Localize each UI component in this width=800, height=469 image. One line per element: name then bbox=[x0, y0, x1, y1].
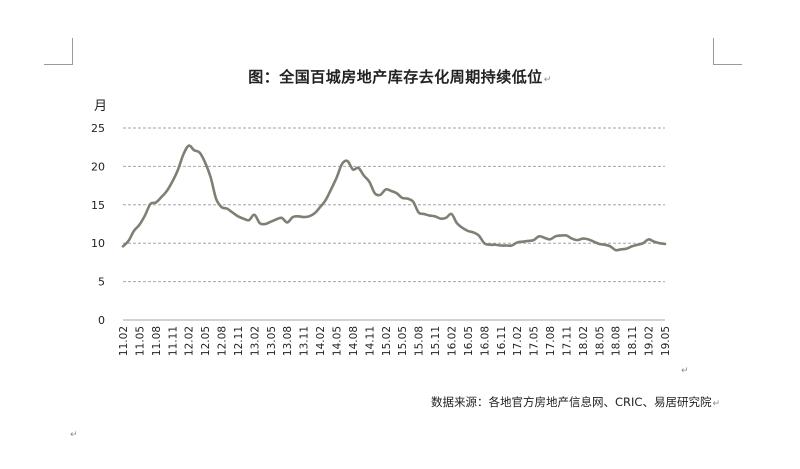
x-tick-label: 19.02 bbox=[644, 326, 656, 356]
x-tick-label: 18.11 bbox=[627, 326, 639, 356]
x-tick-label: 17.02 bbox=[512, 326, 524, 356]
x-tick-label: 11.11 bbox=[167, 326, 179, 356]
paragraph-mark: ↵ bbox=[681, 366, 689, 376]
x-tick-label: 17.08 bbox=[545, 326, 557, 356]
y-tick-label: 5 bbox=[98, 276, 105, 289]
x-tick-label: 14.05 bbox=[332, 326, 344, 356]
x-tick-label: 14.02 bbox=[315, 326, 327, 356]
x-tick-label: 16.02 bbox=[446, 326, 458, 356]
x-tick-label: 16.11 bbox=[496, 326, 508, 356]
x-tick-label: 15.11 bbox=[430, 326, 442, 356]
x-tick-label: 18.08 bbox=[611, 326, 623, 356]
x-tick-label: 12.08 bbox=[217, 326, 229, 356]
y-tick-label: 20 bbox=[91, 160, 105, 173]
y-tick-label: 10 bbox=[91, 237, 105, 250]
x-tick-labels: 11.02 11.05 11.08 11.11 12.02 12.05 12.08 12.11… bbox=[118, 326, 672, 356]
x-tick-label: 16.05 bbox=[463, 326, 475, 356]
x-tick-label: 12.05 bbox=[200, 326, 212, 356]
x-tick-label: 12.02 bbox=[184, 326, 196, 356]
x-tick-label: 18.02 bbox=[578, 326, 590, 356]
y-tick-labels: 0 5 10 15 20 25 bbox=[91, 122, 105, 327]
x-tick-label: 11.08 bbox=[151, 326, 163, 356]
paragraph-mark: ↵ bbox=[712, 399, 720, 409]
x-tick-label: 14.11 bbox=[364, 326, 376, 356]
y-tick-label: 0 bbox=[98, 314, 105, 327]
crop-mark-top-left bbox=[44, 38, 73, 65]
paragraph-mark: ↵ bbox=[543, 75, 552, 85]
x-tick-label: 13.02 bbox=[249, 326, 261, 356]
x-tick-label: 18.05 bbox=[594, 326, 606, 356]
crop-mark-top-right bbox=[713, 38, 742, 65]
x-tick-label: 11.02 bbox=[118, 326, 130, 356]
x-tick-label: 12.11 bbox=[233, 326, 245, 356]
series-group bbox=[121, 144, 667, 252]
data-source-note: 数据来源：各地官方房地产信息网、CRIC、易居研究院↵ bbox=[431, 395, 720, 409]
y-tick-label: 25 bbox=[91, 122, 105, 135]
x-tick-label: 17.05 bbox=[529, 326, 541, 356]
x-tick-label: 14.08 bbox=[348, 326, 360, 356]
x-tick-label: 13.08 bbox=[282, 326, 294, 356]
y-axis-unit: 月 bbox=[94, 99, 108, 114]
chart-title: 图：全国百城房地产库存去化周期持续低位↵ bbox=[248, 68, 552, 86]
x-tick-label: 11.05 bbox=[134, 326, 146, 356]
x-tick-label: 19.05 bbox=[660, 326, 672, 356]
gridlines bbox=[123, 127, 665, 321]
x-tick-label: 15.02 bbox=[381, 326, 393, 356]
x-tick-label: 15.05 bbox=[397, 326, 409, 356]
x-tick-label: 17.11 bbox=[561, 326, 573, 356]
x-tick-label: 13.11 bbox=[299, 326, 311, 356]
x-tick-label: 15.08 bbox=[414, 326, 426, 356]
paragraph-mark: ↵ bbox=[70, 430, 78, 440]
y-tick-label: 15 bbox=[91, 199, 105, 212]
x-tick-label: 13.05 bbox=[266, 326, 278, 356]
series-line bbox=[121, 144, 667, 252]
x-tick-label: 16.08 bbox=[479, 326, 491, 356]
